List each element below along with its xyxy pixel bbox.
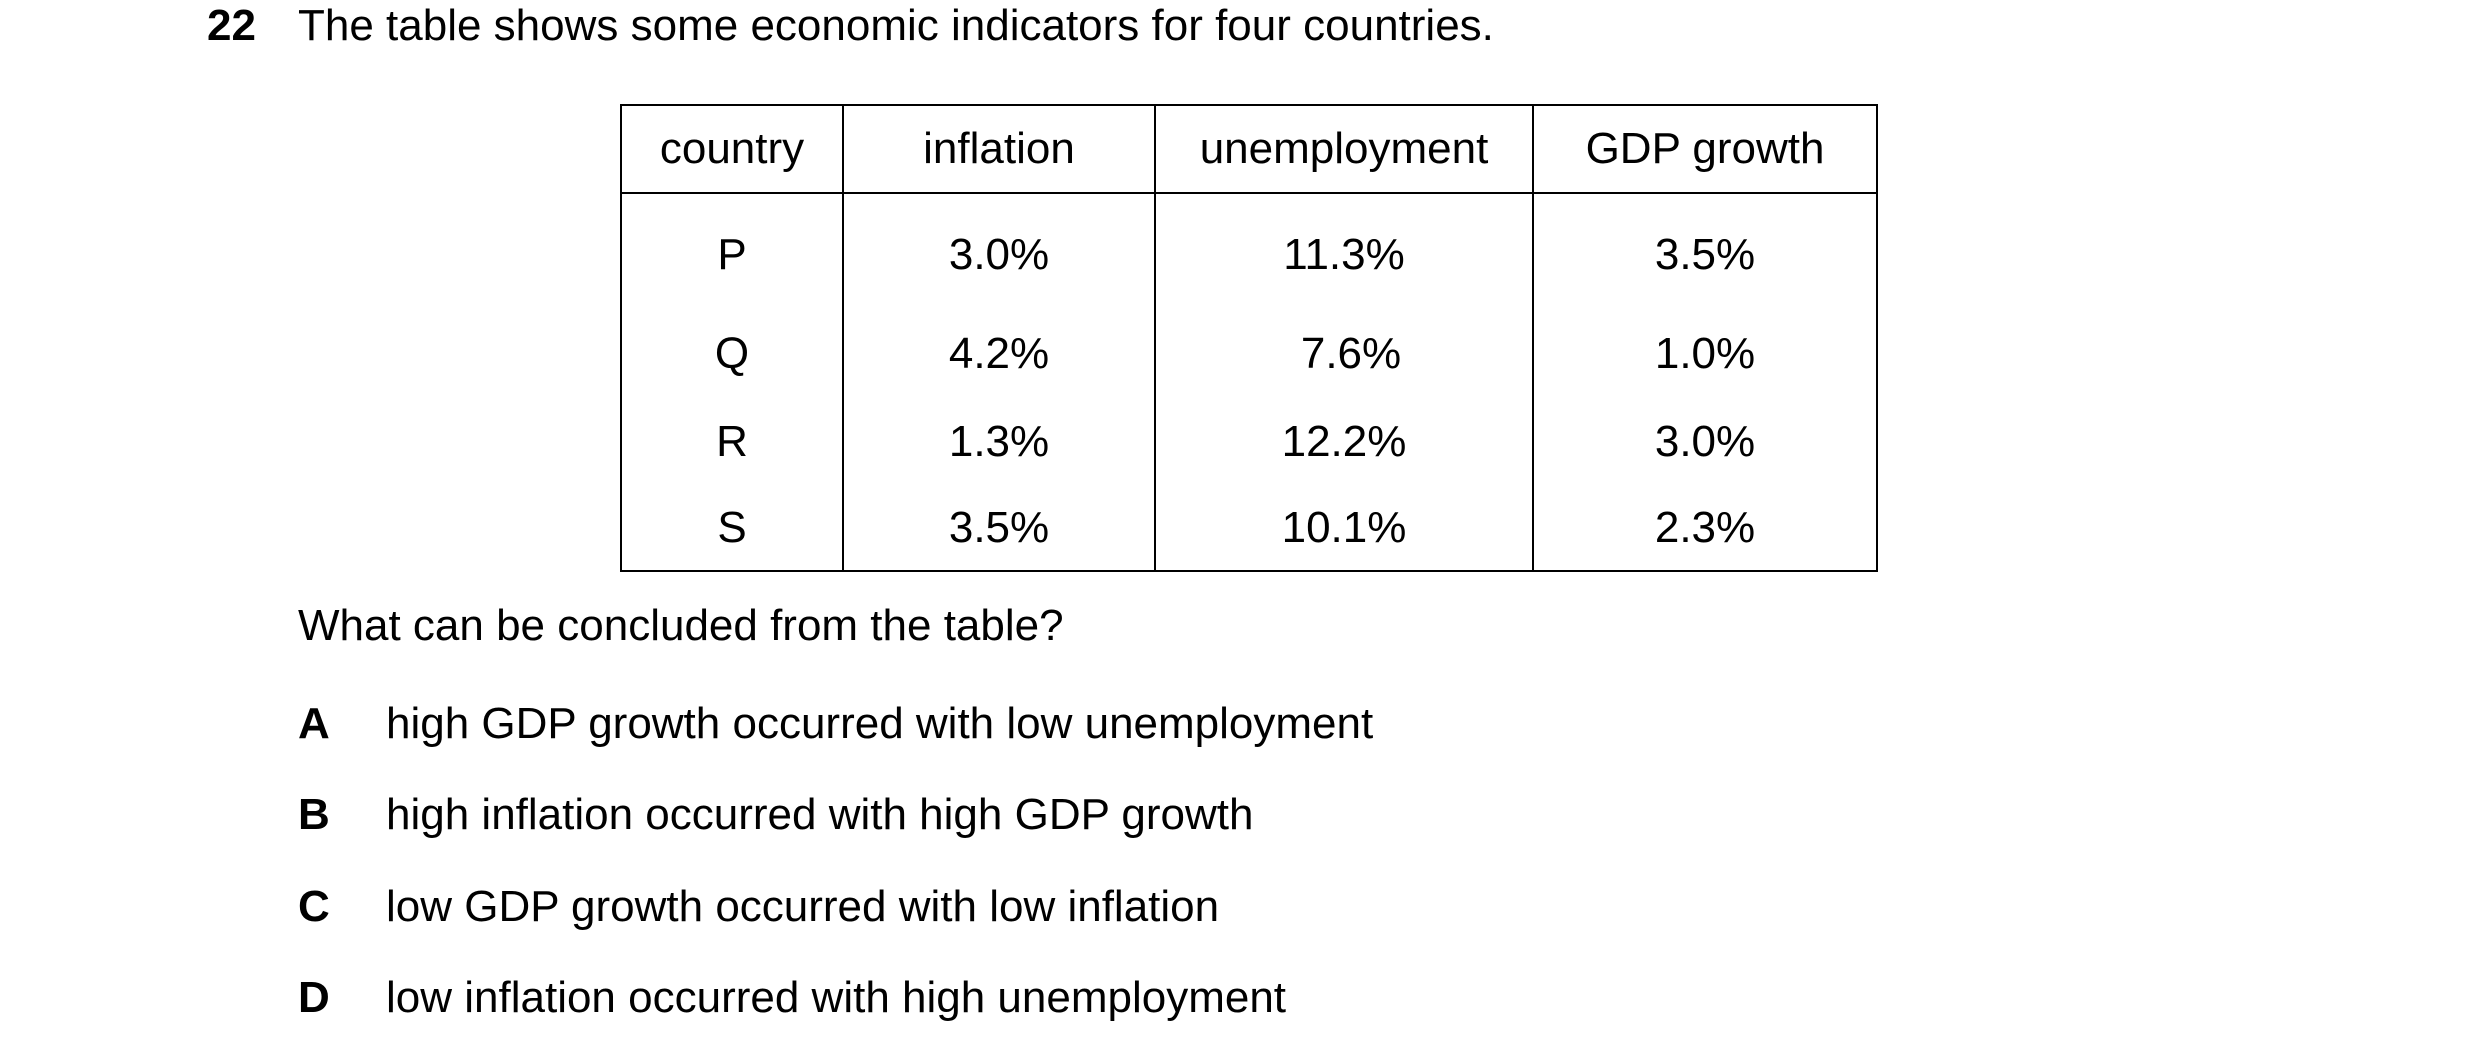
option-text: low inflation occurred with high unemplo… — [386, 973, 1287, 1022]
cell-unemployment: 12.2% — [1154, 398, 1534, 486]
option-letter: B — [298, 790, 330, 839]
cell-country: Q — [620, 310, 844, 398]
option-text: high GDP growth occurred with low unempl… — [386, 699, 1374, 748]
table-row: S 3.5% 10.1% 2.3% — [620, 486, 1878, 572]
table-header-row: country inflation unemployment GDP growt… — [620, 104, 1878, 194]
option-letter: A — [298, 699, 330, 748]
option-b[interactable]: B high inflation occurred with high GDP … — [298, 789, 1253, 841]
cell-country: R — [620, 398, 844, 486]
table-row: R 1.3% 12.2% 3.0% — [620, 398, 1878, 486]
cell-inflation: 4.2% — [842, 310, 1156, 398]
cell-unemployment: 7.6% — [1154, 310, 1534, 398]
header-inflation: inflation — [842, 104, 1156, 194]
question-number: 22 — [207, 1, 256, 50]
cell-inflation: 3.5% — [842, 486, 1156, 572]
cell-gdp-growth: 2.3% — [1532, 486, 1878, 572]
header-country: country — [620, 104, 844, 194]
header-gdp-growth: GDP growth — [1532, 104, 1878, 194]
indicators-table: country inflation unemployment GDP growt… — [620, 104, 1878, 572]
option-c[interactable]: C low GDP growth occurred with low infla… — [298, 881, 1219, 933]
cell-inflation: 3.0% — [842, 193, 1156, 310]
option-d[interactable]: D low inflation occurred with high unemp… — [298, 972, 1286, 1024]
cell-inflation: 1.3% — [842, 398, 1156, 486]
option-text: low GDP growth occurred with low inflati… — [386, 882, 1220, 931]
cell-gdp-growth: 3.0% — [1532, 398, 1878, 486]
option-letter: C — [298, 882, 330, 931]
table-row: Q 4.2% 7.6% 1.0% — [620, 310, 1878, 398]
option-letter: D — [298, 973, 330, 1022]
question-stem: The table shows some economic indicators… — [298, 1, 1494, 50]
header-unemployment: unemployment — [1154, 104, 1534, 194]
cell-unemployment: 10.1% — [1154, 486, 1534, 572]
cell-unemployment: 11.3% — [1154, 193, 1534, 310]
question-prompt: What can be concluded from the table? — [298, 601, 1064, 650]
cell-country: S — [620, 486, 844, 572]
indicators-table-wrapper: country inflation unemployment GDP growt… — [620, 104, 1878, 572]
option-a[interactable]: A high GDP growth occurred with low unem… — [298, 698, 1373, 750]
table-row: P 3.0% 11.3% 3.5% — [620, 193, 1878, 310]
cell-gdp-growth: 3.5% — [1532, 193, 1878, 310]
cell-country: P — [620, 193, 844, 310]
option-text: high inflation occurred with high GDP gr… — [386, 790, 1254, 839]
cell-gdp-growth: 1.0% — [1532, 310, 1878, 398]
